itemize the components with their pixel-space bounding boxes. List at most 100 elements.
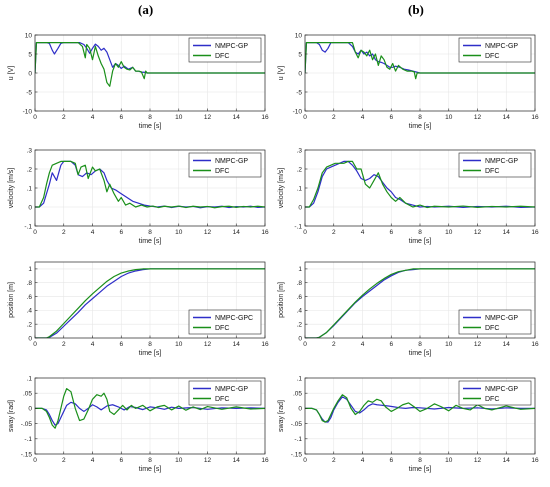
- series-line-dfc: [35, 160, 265, 209]
- y-tick-label: .6: [297, 294, 303, 301]
- x-tick-label: 4: [91, 229, 95, 236]
- x-tick-label: 0: [33, 229, 37, 236]
- chart-panel: 0 2 4 6 8 10 12 14 16 -10 -5 0 5 10 time [s] u [V] NMPC-…: [278, 32, 539, 130]
- legend-label: DFC: [485, 396, 499, 403]
- x-axis-label: time [s]: [139, 350, 162, 357]
- x-tick-label: 2: [332, 341, 336, 348]
- x-tick-label: 0: [303, 457, 307, 464]
- legend: NMPC-GP DFC: [188, 152, 262, 178]
- y-tick-label: 0: [28, 406, 32, 413]
- legend-box: [188, 380, 262, 406]
- legend: NMPC-GP DFC: [458, 380, 532, 406]
- x-tick-label: 12: [204, 114, 212, 121]
- y-tick-label: .1: [297, 375, 303, 382]
- chart-panel: 0 2 4 6 8 10 12 14 16 -.15 -.1 -.05 0 .05 .1 time [s] sw…: [278, 375, 539, 473]
- x-tick-label: 8: [418, 114, 422, 121]
- y-tick-label: .05: [23, 391, 32, 398]
- x-tick-label: 16: [261, 229, 269, 236]
- x-tick-label: 14: [503, 341, 511, 348]
- y-tick-label: .4: [27, 308, 33, 315]
- y-tick-label: .3: [27, 147, 33, 154]
- x-tick-label: 12: [474, 114, 482, 121]
- x-tick-label: 12: [204, 229, 212, 236]
- y-tick-label: .3: [297, 147, 303, 154]
- x-tick-label: 16: [531, 229, 539, 236]
- x-tick-label: 6: [119, 457, 123, 464]
- legend-label: NMPC-GP: [485, 315, 518, 322]
- x-tick-label: 14: [503, 229, 511, 236]
- series-line-nmpc-gp: [35, 401, 265, 426]
- y-tick-label: -10: [23, 108, 33, 115]
- legend-label: DFC: [215, 396, 229, 403]
- x-tick-label: 14: [503, 457, 511, 464]
- chart-panel: 0 2 4 6 8 10 12 14 16 -10 -5 0 5 10 time [s] u [V] NMPC-…: [8, 32, 269, 130]
- x-tick-label: 0: [33, 114, 37, 121]
- y-tick-label: 0: [28, 335, 32, 342]
- y-tick-label: .2: [27, 321, 33, 328]
- y-tick-label: 1: [28, 266, 32, 273]
- legend-label: NMPC-GP: [485, 158, 518, 165]
- y-tick-label: -.05: [21, 421, 33, 428]
- x-tick-label: 16: [531, 114, 539, 121]
- x-tick-label: 10: [175, 114, 183, 121]
- x-axis-label: time [s]: [139, 466, 162, 473]
- y-tick-label: .2: [297, 166, 303, 173]
- series-line-dfc: [305, 268, 535, 338]
- legend: NMPC-GP DFC: [458, 309, 532, 335]
- y-tick-label: .4: [297, 308, 303, 315]
- legend-label: NMPC-GP: [215, 43, 248, 50]
- x-tick-label: 10: [445, 341, 453, 348]
- x-tick-label: 8: [148, 457, 152, 464]
- x-axis-label: time [s]: [409, 123, 432, 130]
- x-axis-label: time [s]: [409, 466, 432, 473]
- x-tick-label: 6: [119, 229, 123, 236]
- y-axis-label: sway [rad]: [278, 400, 285, 432]
- x-tick-label: 10: [445, 229, 453, 236]
- x-tick-label: 6: [119, 114, 123, 121]
- legend-box: [458, 152, 532, 178]
- x-tick-label: 2: [332, 457, 336, 464]
- y-tick-label: .1: [27, 375, 33, 382]
- x-tick-label: 10: [445, 114, 453, 121]
- legend-label: DFC: [215, 168, 229, 175]
- x-tick-label: 12: [474, 341, 482, 348]
- x-tick-label: 0: [33, 457, 37, 464]
- x-tick-label: 0: [33, 341, 37, 348]
- legend-box: [458, 37, 532, 63]
- y-tick-label: .2: [297, 321, 303, 328]
- x-tick-label: 14: [233, 341, 241, 348]
- y-tick-label: 0: [298, 70, 302, 77]
- y-tick-label: 0: [298, 204, 302, 211]
- legend: NMPC-GP DFC: [188, 380, 262, 406]
- y-tick-label: 5: [28, 51, 32, 58]
- series-line-dfc: [35, 268, 265, 338]
- x-tick-label: 16: [261, 457, 269, 464]
- y-tick-label: .1: [297, 185, 303, 192]
- x-tick-label: 2: [332, 114, 336, 121]
- x-tick-label: 4: [91, 341, 95, 348]
- x-axis-label: time [s]: [409, 238, 432, 245]
- legend-label: NMPC-GPC: [215, 315, 253, 322]
- x-tick-label: 2: [62, 114, 66, 121]
- x-axis-label: time [s]: [409, 350, 432, 357]
- legend-label: NMPC-GP: [485, 386, 518, 393]
- series-line-nmpc-gp: [305, 396, 535, 423]
- series-line-dfc: [305, 160, 535, 209]
- y-axis-label: velocity [m/s]: [278, 168, 285, 209]
- legend: NMPC-GP DFC: [458, 37, 532, 63]
- x-tick-label: 12: [474, 229, 482, 236]
- x-tick-label: 10: [175, 229, 183, 236]
- y-axis-label: u [V]: [8, 66, 15, 80]
- y-tick-label: .1: [27, 185, 33, 192]
- x-tick-label: 14: [503, 114, 511, 121]
- x-tick-label: 12: [204, 341, 212, 348]
- y-tick-label: 0: [28, 204, 32, 211]
- x-tick-label: 2: [62, 229, 66, 236]
- y-tick-label: .05: [293, 391, 302, 398]
- x-tick-label: 4: [361, 229, 365, 236]
- legend-box: [188, 152, 262, 178]
- y-tick-label: .8: [297, 280, 303, 287]
- legend-box: [188, 37, 262, 63]
- legend-label: DFC: [215, 53, 229, 60]
